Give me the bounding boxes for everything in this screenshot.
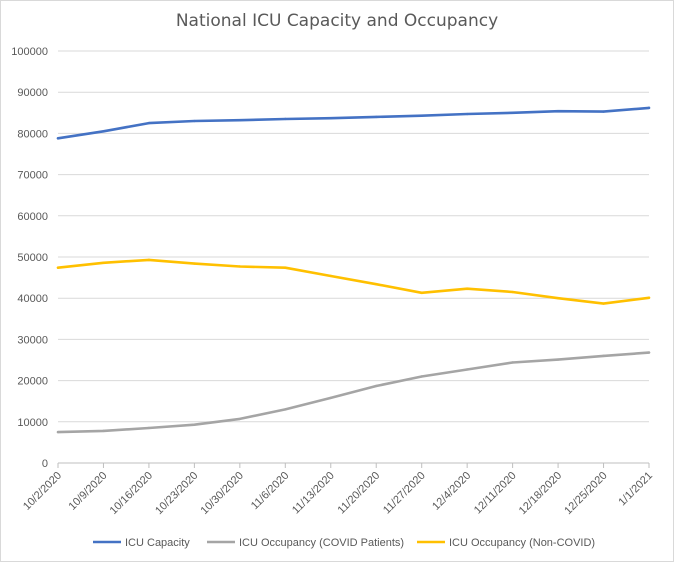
x-tick-label: 12/25/2020 [562,470,609,517]
data-point [511,361,514,364]
data-point [375,384,378,388]
x-tick-label: 10/9/2020 [66,470,109,513]
data-point [147,121,151,125]
series-lines [56,106,651,434]
data-point [193,119,196,123]
gridlines [58,50,649,423]
x-tick-label: 12/18/2020 [517,470,564,517]
legend-label: ICU Occupancy (COVID Patients) [239,537,404,549]
data-point [511,290,514,294]
data-point [284,408,287,411]
data-point [56,137,60,140]
x-tick-label: 12/11/2020 [472,470,519,517]
data-point [284,117,287,121]
data-point [375,282,378,286]
data-point [193,262,196,265]
data-point [238,119,242,122]
data-point [556,358,560,361]
chart-title: National ICU Capacity and Occupancy [175,11,499,31]
data-point [420,114,423,117]
y-tick-label: 20000 [17,376,48,388]
data-point [465,368,469,371]
data-point [147,426,151,430]
y-tick-label: 10000 [17,417,48,429]
y-tick-label: 50000 [17,252,48,264]
y-tick-label: 100000 [11,46,48,58]
data-point [465,287,469,290]
legend-label: ICU Occupancy (Non-COVID) [449,537,595,549]
data-point [102,261,105,264]
y-tick-label: 0 [42,458,48,470]
data-point [102,130,105,133]
legend: ICU Capacity ICU Occupancy (COVID Patient… [93,537,595,549]
data-point [556,109,560,113]
data-point [147,258,151,262]
x-tick-label: 12/4/2020 [430,470,473,513]
x-tick-label: 11/20/2020 [336,470,383,517]
x-axis [57,462,650,468]
data-point [238,265,242,268]
data-point [102,429,105,433]
data-point [375,115,378,119]
data-point [329,396,332,400]
data-point [556,297,560,300]
x-tick-label: 10/30/2020 [199,470,246,517]
data-point [465,112,469,116]
y-tick-label: 70000 [17,170,48,182]
y-tick-label: 30000 [17,334,48,346]
data-point [420,291,423,295]
y-tick-label: 90000 [17,87,48,99]
data-point [193,423,196,426]
data-point [238,417,242,421]
x-tick-label: 10/16/2020 [108,470,155,517]
data-point [602,302,605,305]
data-point [602,110,605,113]
x-axis-labels: 10/2/2020 10/9/202010/16/202010/23/202010… [21,470,655,517]
data-point [329,274,332,278]
data-point [511,111,514,115]
x-tick-label: 1/1/2021 [616,470,655,509]
x-tick-label: 11/6/2020 [249,470,292,513]
data-point [420,375,423,378]
y-tick-label: 80000 [17,128,48,140]
series-line-1 [56,106,651,140]
data-point [647,106,651,110]
x-tick-label: 11/13/2020 [290,470,337,517]
data-point [647,351,651,354]
data-point [329,116,332,120]
data-point [56,430,60,434]
series-line-3 [56,258,651,305]
x-tick-label: 10/23/2020 [153,470,200,517]
y-axis-labels: 0 10000 20000 30000 40000 50000 60000 70000 8000… [11,46,48,470]
series-line-2 [56,351,651,434]
data-point [647,296,651,299]
legend-label: ICU Capacity [125,537,190,549]
x-tick-label: 11/27/2020 [381,470,428,517]
y-tick-label: 40000 [17,293,48,305]
x-tick-label: 10/2/2020 [21,470,64,513]
data-point [284,266,287,269]
y-tick-label: 60000 [17,211,48,223]
data-point [602,354,605,358]
data-point [56,266,60,269]
